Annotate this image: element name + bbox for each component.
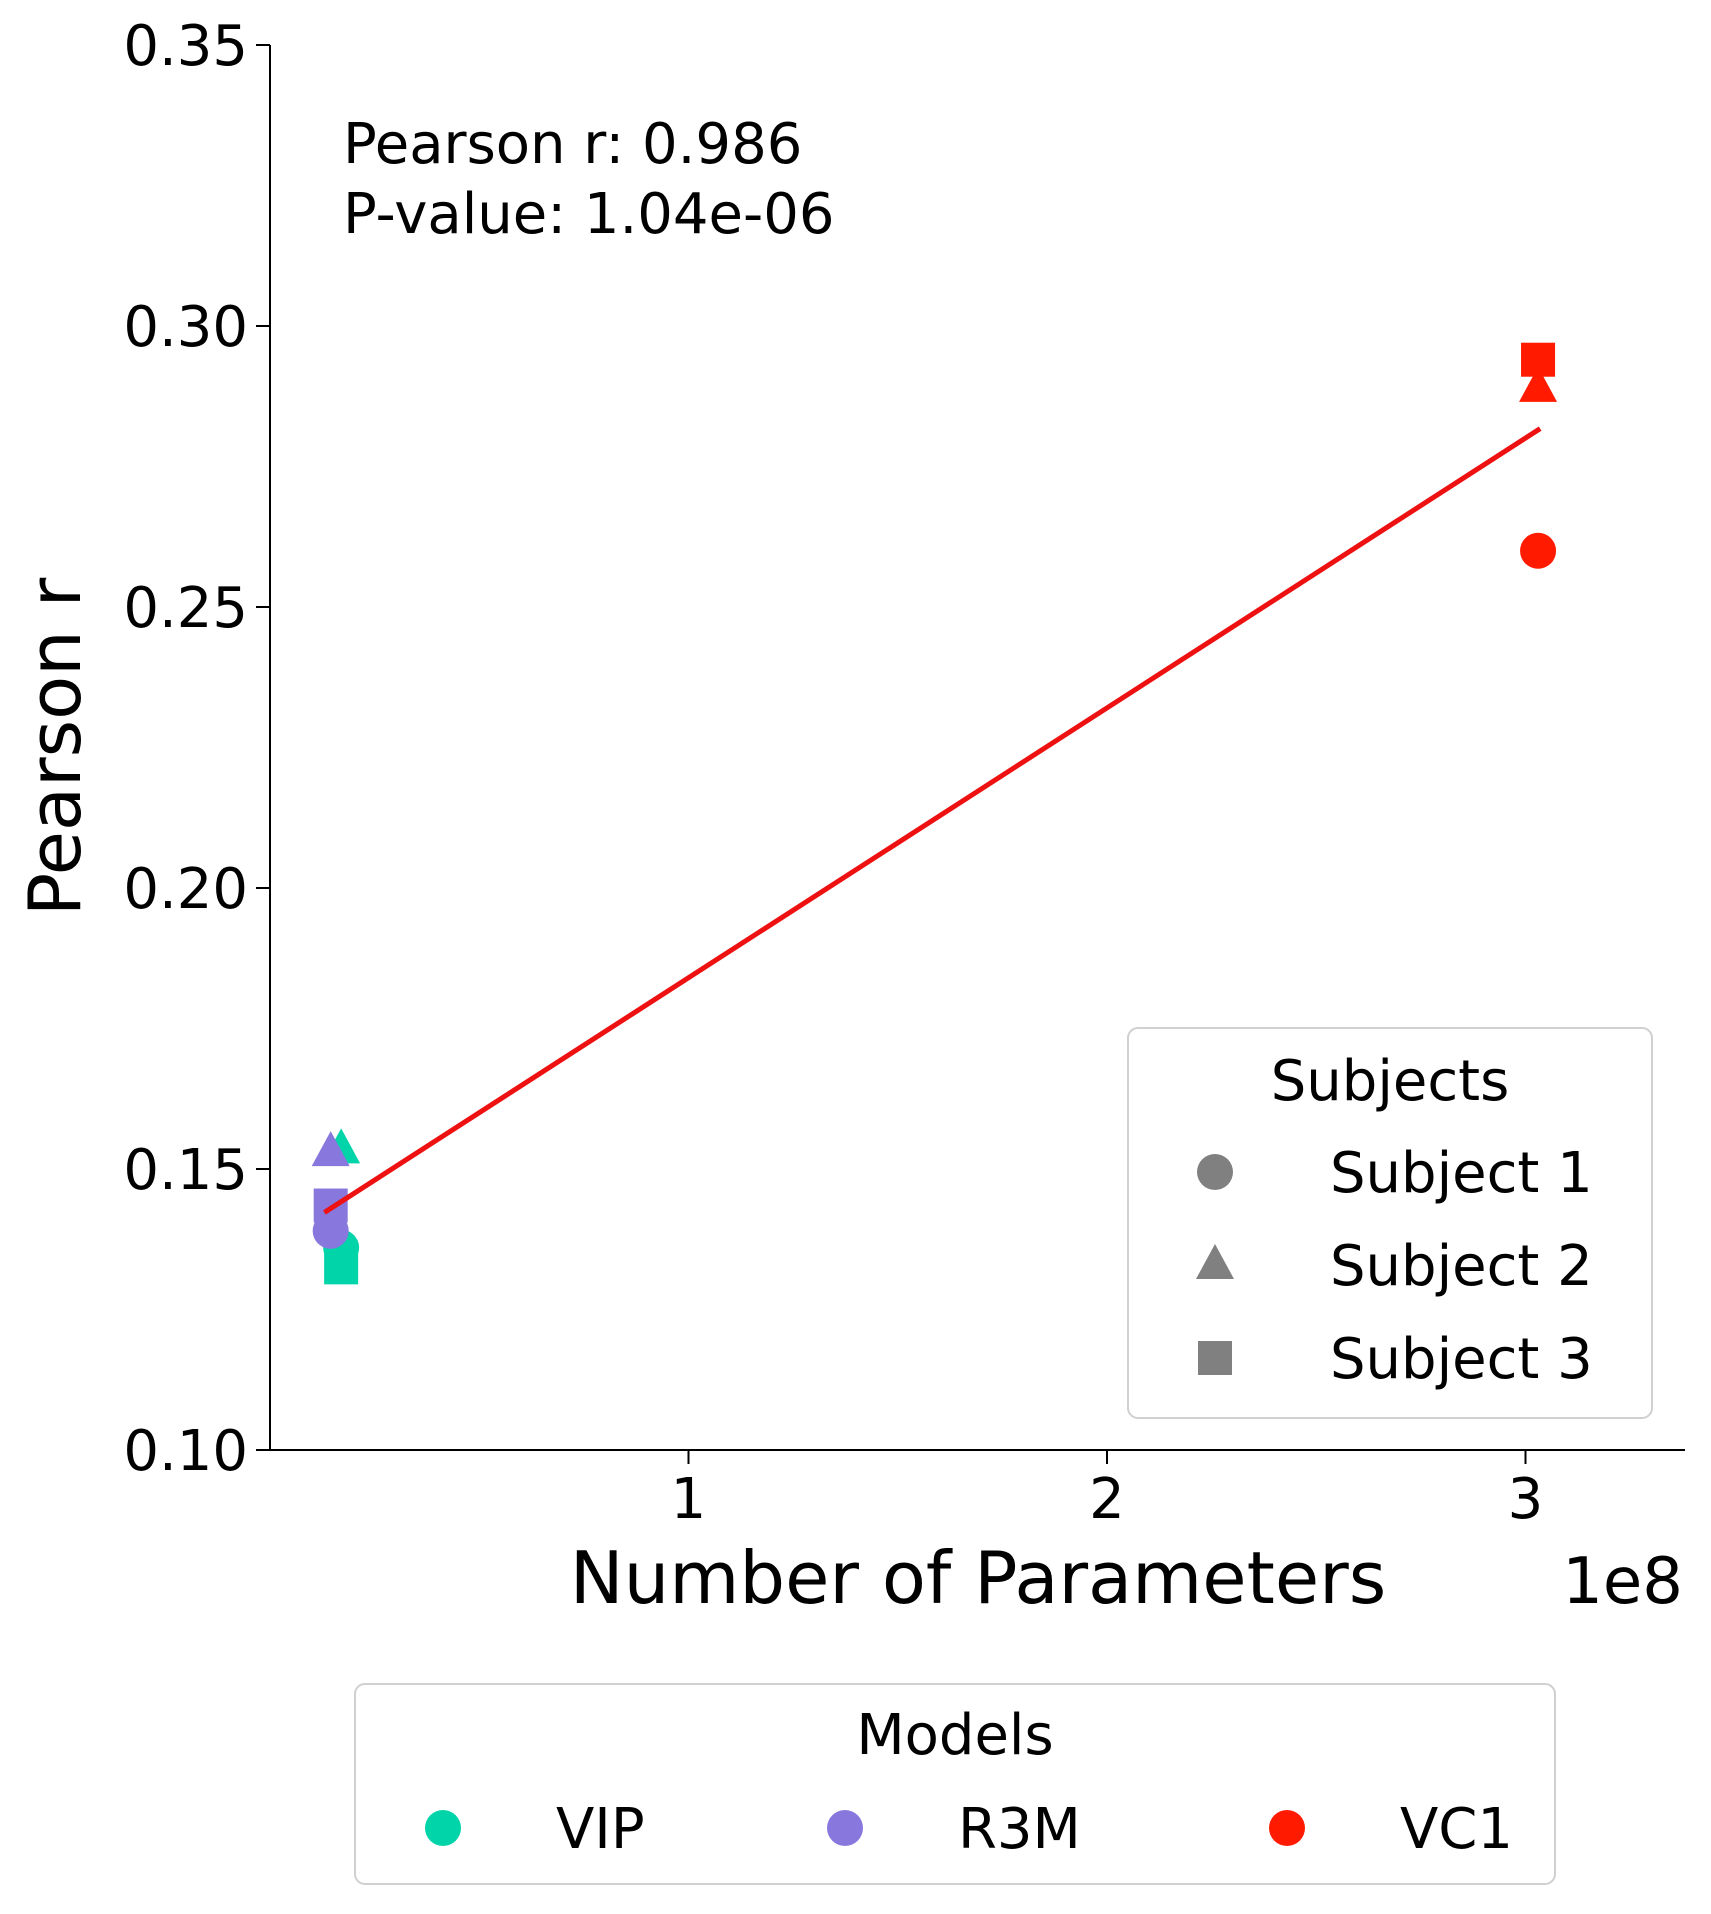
subjects-legend-label: Subject 3 (1330, 1327, 1593, 1392)
models-legend-label: VIP (556, 1797, 645, 1862)
models-legend-title: Models (856, 1703, 1053, 1768)
data-points (311, 342, 1558, 1285)
y-tick-label: 0.10 (123, 1419, 248, 1484)
y-tick-label: 0.20 (123, 857, 248, 922)
subjects-legend-entries: Subject 1 Subject 2 Subject 3 (1196, 1141, 1593, 1392)
x-ticks: 1 2 3 (671, 1450, 1544, 1532)
models-legend-entries: VIP R3M VC1 (425, 1797, 1513, 1862)
subjects-legend-frame (1127, 1027, 1653, 1419)
y-tick-label: 0.15 (123, 1138, 248, 1203)
models-legend-vc1-marker (1269, 1810, 1305, 1846)
point-vc1-subject-3 (1521, 342, 1556, 377)
models-legend-r3m-marker (827, 1810, 863, 1846)
x-tick-label: 1 (671, 1467, 707, 1532)
point-vip-subject-3 (324, 1250, 359, 1285)
annotation-pearson: Pearson r: 0.986 (343, 112, 802, 177)
subjects-legend-label: Subject 2 (1330, 1234, 1593, 1299)
point-vc1-subject-2 (1519, 366, 1558, 402)
annotation-pvalue: P-value: 1.04e-06 (343, 182, 834, 247)
x-tick-label: 2 (1089, 1467, 1125, 1532)
models-legend-label: R3M (958, 1797, 1081, 1862)
y-tick-label: 0.30 (123, 295, 248, 360)
y-ticks: 0.10 0.15 0.20 0.25 0.30 0.35 (123, 14, 270, 1484)
y-axis-label: Pearson r (13, 577, 97, 916)
models-legend: Models VIP R3M VC1 (354, 1683, 1556, 1885)
fit-line-group (323, 426, 1542, 1215)
models-legend-frame (354, 1683, 1556, 1885)
subjects-legend-square-marker (1198, 1341, 1232, 1375)
models-legend-label: VC1 (1400, 1797, 1513, 1862)
y-tick-label: 0.25 (123, 576, 248, 641)
x-tick-label: 3 (1508, 1467, 1544, 1532)
subjects-legend-circle-marker (1197, 1154, 1233, 1190)
subjects-legend-triangle-marker (1196, 1244, 1234, 1279)
x-axis-label: Number of Parameters (570, 1536, 1387, 1620)
subjects-legend: Subjects Subject 1 Subject 2 Subject 3 (1127, 1027, 1653, 1419)
subjects-legend-label: Subject 1 (1330, 1141, 1593, 1206)
subjects-legend-title: Subjects (1271, 1049, 1510, 1114)
x-offset-label: 1e8 (1562, 1545, 1683, 1619)
models-legend-vip-marker (425, 1810, 461, 1846)
point-r3m-subject-2 (311, 1131, 350, 1167)
point-vc1-subject-1 (1520, 532, 1557, 569)
fit-line (323, 426, 1542, 1215)
y-tick-label: 0.35 (123, 14, 248, 79)
